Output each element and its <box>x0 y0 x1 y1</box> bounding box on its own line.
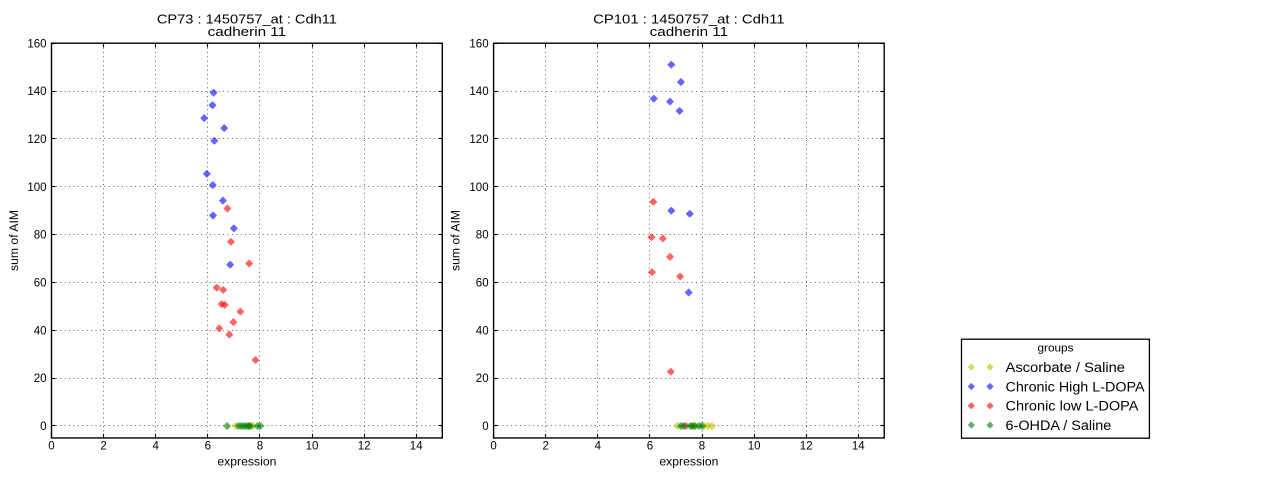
svg-text:CP101 : 1450757_at : Cdh11: CP101 : 1450757_at : Cdh11 <box>593 11 785 26</box>
svg-text:20: 20 <box>34 373 47 385</box>
svg-text:40: 40 <box>476 325 489 337</box>
svg-text:CP73 : 1450757_at : Cdh11: CP73 : 1450757_at : Cdh11 <box>157 11 337 26</box>
svg-text:14: 14 <box>852 441 865 453</box>
svg-text:60: 60 <box>476 278 489 290</box>
svg-text:groups: groups <box>1038 342 1075 354</box>
svg-text:12: 12 <box>800 441 813 453</box>
svg-text:14: 14 <box>410 441 423 453</box>
svg-text:0: 0 <box>482 421 488 433</box>
svg-text:140: 140 <box>469 86 488 98</box>
svg-text:0: 0 <box>40 421 46 433</box>
svg-text:40: 40 <box>34 325 47 337</box>
svg-text:120: 120 <box>469 134 488 146</box>
svg-text:10: 10 <box>748 441 761 453</box>
svg-text:100: 100 <box>469 182 488 194</box>
svg-text:sum of AIM: sum of AIM <box>7 210 21 271</box>
svg-text:140: 140 <box>27 86 46 98</box>
svg-text:8: 8 <box>257 441 263 453</box>
svg-text:4: 4 <box>152 441 159 453</box>
svg-text:4: 4 <box>595 441 602 453</box>
svg-text:0: 0 <box>490 441 496 453</box>
svg-text:expression: expression <box>659 455 718 469</box>
svg-text:cadherin 11: cadherin 11 <box>208 24 287 39</box>
svg-text:Ascorbate / Saline: Ascorbate / Saline <box>1006 360 1126 375</box>
svg-text:Chronic low L-DOPA: Chronic low L-DOPA <box>1006 399 1139 414</box>
svg-text:8: 8 <box>699 441 705 453</box>
svg-text:10: 10 <box>306 441 319 453</box>
svg-text:Chronic High L-DOPA: Chronic High L-DOPA <box>1006 379 1145 394</box>
svg-text:160: 160 <box>27 38 46 50</box>
svg-text:12: 12 <box>358 441 371 453</box>
svg-text:6-OHDA / Saline: 6-OHDA / Saline <box>1006 418 1112 433</box>
svg-text:sum of AIM: sum of AIM <box>449 210 463 271</box>
svg-text:80: 80 <box>34 230 47 242</box>
svg-text:100: 100 <box>27 182 46 194</box>
svg-text:0: 0 <box>48 441 54 453</box>
svg-text:120: 120 <box>27 134 46 146</box>
svg-text:80: 80 <box>476 230 489 242</box>
svg-text:cadherin 11: cadherin 11 <box>650 24 729 39</box>
svg-text:6: 6 <box>647 441 653 453</box>
svg-text:60: 60 <box>34 278 47 290</box>
svg-text:expression: expression <box>217 455 276 469</box>
svg-text:2: 2 <box>542 441 548 453</box>
svg-text:160: 160 <box>469 38 488 50</box>
svg-text:2: 2 <box>100 441 106 453</box>
svg-text:20: 20 <box>476 373 489 385</box>
svg-text:6: 6 <box>205 441 211 453</box>
